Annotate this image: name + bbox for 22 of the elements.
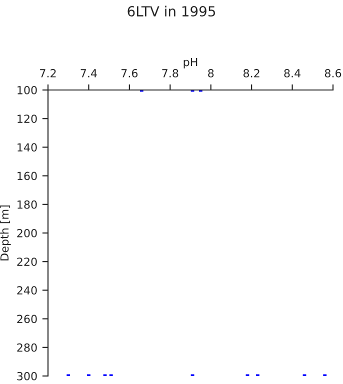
y-tick-label: 180 [18,200,37,209]
x-axis-title: pH [184,58,198,68]
y-tick-label: 220 [17,258,37,266]
y-axis-title: Depth [m] [0,206,11,260]
x-tick-label: 8.6 [324,69,342,78]
y-tick-label: 140 [18,143,37,152]
y-tick-label: 280 [17,343,37,352]
chart-title: 6LTV in 1995 [128,6,216,17]
y-tick-label: 300 [17,372,37,380]
x-tick-label: 8 [208,69,214,78]
x-tick-label: 7.8 [162,69,178,78]
x-tick-label: 7.2 [40,69,56,78]
x-tick-label: 7.4 [80,69,97,78]
x-tick-label: 8.2 [243,69,260,78]
y-tick-label: 160 [18,172,37,180]
x-tick-label: 8.4 [284,69,300,78]
y-tick-label: 120 [18,114,37,123]
y-tick-label: 260 [17,314,37,324]
y-tick-label: 240 [17,286,37,295]
y-tick-label: 200 [17,228,37,238]
x-tick-label: 7.6 [122,69,138,78]
y-tick-label: 100 [18,86,37,94]
